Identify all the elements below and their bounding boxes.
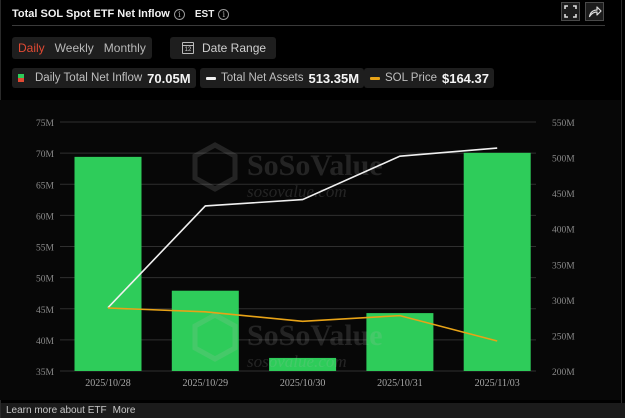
y-axis-right-tick: 350M (552, 261, 575, 271)
y-axis-right-tick: 200M (552, 368, 575, 378)
info-circle-icon[interactable]: i (218, 8, 230, 20)
date-range-button[interactable]: 12 Date Range (170, 37, 276, 59)
y-axis-right-tick: 300M (552, 297, 575, 307)
chart-header: Total SOL Spot ETF Net Inflow i EST i (12, 4, 230, 24)
inflow-bar (366, 313, 434, 371)
legend-label: SOL Price (385, 72, 437, 84)
net-assets-line (107, 147, 498, 309)
legend-item-sol-price[interactable]: SOL Price $164.37 (364, 68, 494, 88)
bar-swatch-icon (18, 74, 24, 82)
fullscreen-button[interactable] (561, 2, 580, 21)
y-axis-left-tick: 45M (36, 306, 55, 316)
panel-border (621, 0, 622, 418)
legend-value: $164.37 (441, 70, 489, 86)
chart-area[interactable]: 35M 40M 45M 50M 55M 60M 65M 70M 75M 200M 250M 300M 3… (0, 100, 621, 400)
x-axis-tick: 2025/10/29 (183, 378, 229, 389)
fullscreen-icon (564, 5, 577, 18)
period-tabs: Daily Weekly Monthly (12, 37, 152, 59)
x-axis-tick: 2025/10/28 (85, 378, 131, 389)
logo-icon (192, 312, 238, 362)
y-axis-right-tick: 450M (552, 190, 575, 200)
legend-item-net-assets[interactable]: Total Net Assets 513.35M (200, 68, 365, 88)
x-axis-tick: 2025/11/03 (475, 378, 520, 389)
y-axis-left-tick: 60M (36, 212, 55, 222)
tab-weekly[interactable]: Weekly (54, 41, 94, 55)
info-circle-icon[interactable]: i (173, 8, 185, 20)
inflow-bar (463, 152, 531, 371)
inflow-bar (171, 290, 239, 371)
combo-chart: 35M 40M 45M 50M 55M 60M 65M 70M 75M 200M 250M 300M 3… (36, 119, 575, 389)
y-axis-left-tick: 75M (36, 119, 55, 129)
watermark-url: sosovalue.com (247, 182, 347, 201)
x-axis-tick: 2025/10/31 (377, 378, 423, 389)
tab-daily[interactable]: Daily (18, 41, 45, 55)
learn-more-link[interactable]: Learn more about ETF (6, 405, 107, 416)
legend-value: 513.35M (308, 70, 360, 86)
inflow-bar (74, 156, 142, 371)
share-button[interactable] (585, 2, 604, 21)
legend-item-net-inflow[interactable]: Daily Total Net Inflow 70.05M (12, 68, 196, 88)
y-axis-left-tick: 65M (36, 181, 55, 191)
watermark-brand: SoSoValue (247, 319, 383, 352)
y-axis-left-tick: 50M (36, 275, 55, 285)
share-icon (588, 6, 602, 18)
legend-label: Daily Total Net Inflow (35, 72, 143, 84)
more-link[interactable]: More (112, 405, 136, 416)
watermark-url: sosovalue.com (247, 352, 347, 371)
y-axis-right-tick: 400M (552, 226, 575, 236)
y-axis-right-tick: 250M (552, 332, 575, 342)
legend-value: 70.05M (147, 70, 191, 86)
tab-monthly[interactable]: Monthly (103, 41, 146, 55)
logo-icon (192, 142, 238, 192)
y-axis-right-tick: 550M (552, 119, 575, 129)
y-axis-left-tick: 40M (36, 337, 55, 347)
chart-title: Total SOL Spot ETF Net Inflow (12, 8, 170, 20)
timezone-label: EST (194, 8, 215, 20)
y-axis-left-tick: 35M (36, 368, 55, 378)
inflow-bar (269, 357, 337, 371)
x-axis-tick: 2025/10/30 (280, 378, 326, 389)
calendar-icon: 12 (182, 42, 194, 54)
y-axis-left-tick: 55M (36, 244, 55, 254)
watermark-brand: SoSoValue (247, 149, 383, 182)
legend-label: Total Net Assets (221, 72, 304, 84)
header-divider (12, 25, 605, 26)
y-axis-right-tick: 500M (552, 155, 575, 165)
footer-bar: Learn more about ETF More (1, 403, 625, 418)
sol-price-line (107, 307, 498, 342)
date-range-label: Date Range (202, 41, 267, 55)
y-axis-left-tick: 70M (36, 150, 55, 160)
line-swatch-icon (206, 76, 216, 80)
line-swatch-icon (370, 76, 380, 80)
